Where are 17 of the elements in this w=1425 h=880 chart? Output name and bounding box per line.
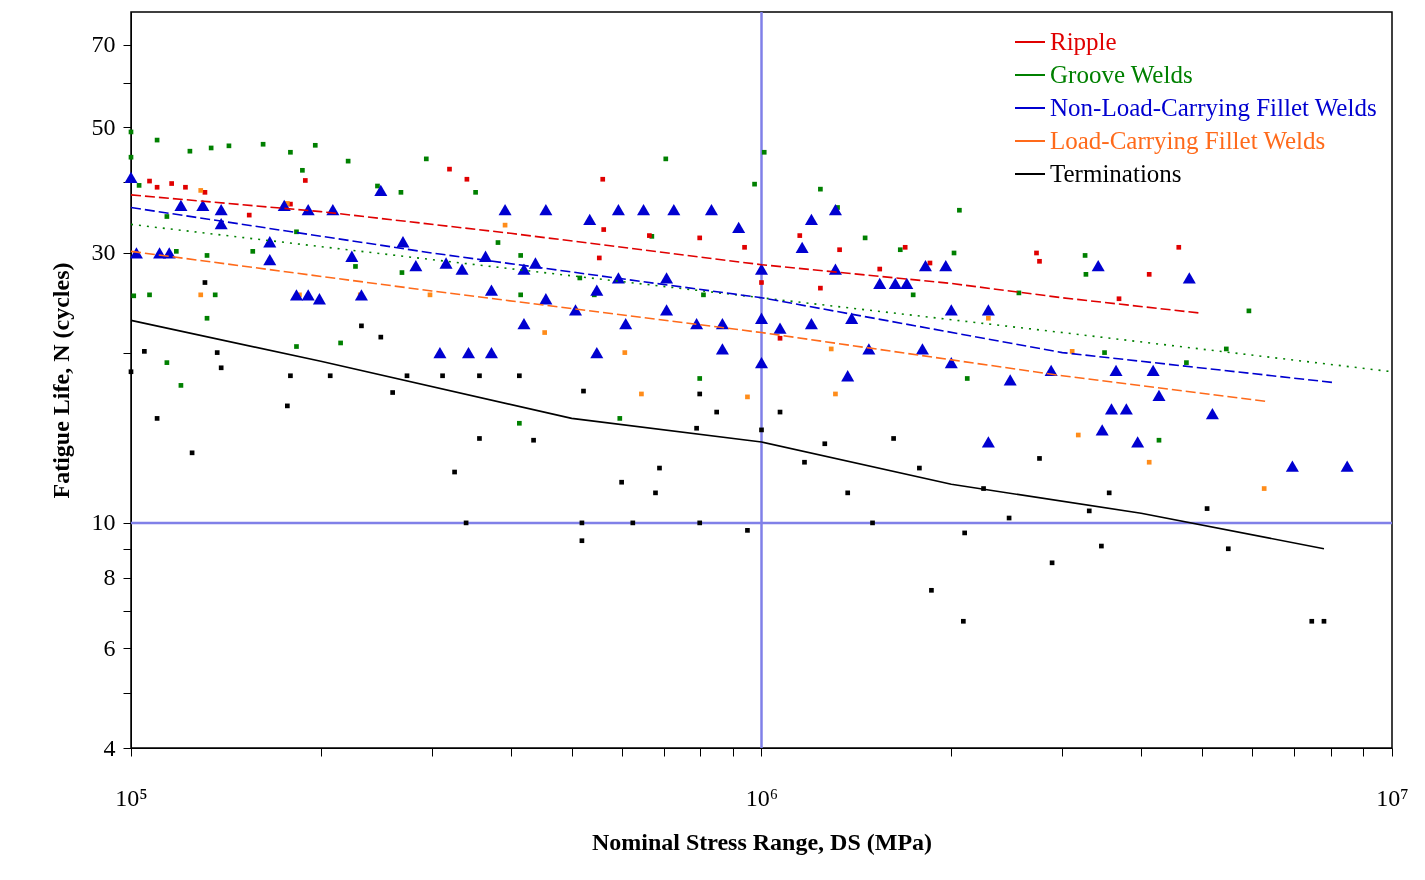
x-tick-label: 10⁵ bbox=[115, 784, 148, 811]
legend-label: Ripple bbox=[1050, 28, 1117, 55]
legend-label: Groove Welds bbox=[1050, 61, 1193, 88]
y-axis-title: Fatigue Life, N (cycles) bbox=[47, 262, 74, 499]
x-axis-title: Nominal Stress Range, DS (MPa) bbox=[591, 828, 933, 855]
y-tick-label: 10 bbox=[91, 509, 116, 536]
legend-label: Non-Load-Carrying Fillet Welds bbox=[1050, 94, 1377, 121]
x-tick-label: 10⁶ bbox=[745, 784, 779, 811]
legend-label: Terminations bbox=[1050, 160, 1182, 187]
y-tick-label: 30 bbox=[91, 239, 116, 266]
y-tick-label: 8 bbox=[103, 564, 116, 591]
y-tick-label: 6 bbox=[103, 634, 116, 661]
y-tick-label: 4 bbox=[103, 734, 116, 761]
x-tick-label: 10⁷ bbox=[1376, 784, 1409, 811]
legend-label: Load-Carrying Fillet Welds bbox=[1050, 127, 1326, 154]
y-tick-label: 50 bbox=[91, 113, 116, 140]
y-tick-label: 70 bbox=[91, 31, 116, 58]
